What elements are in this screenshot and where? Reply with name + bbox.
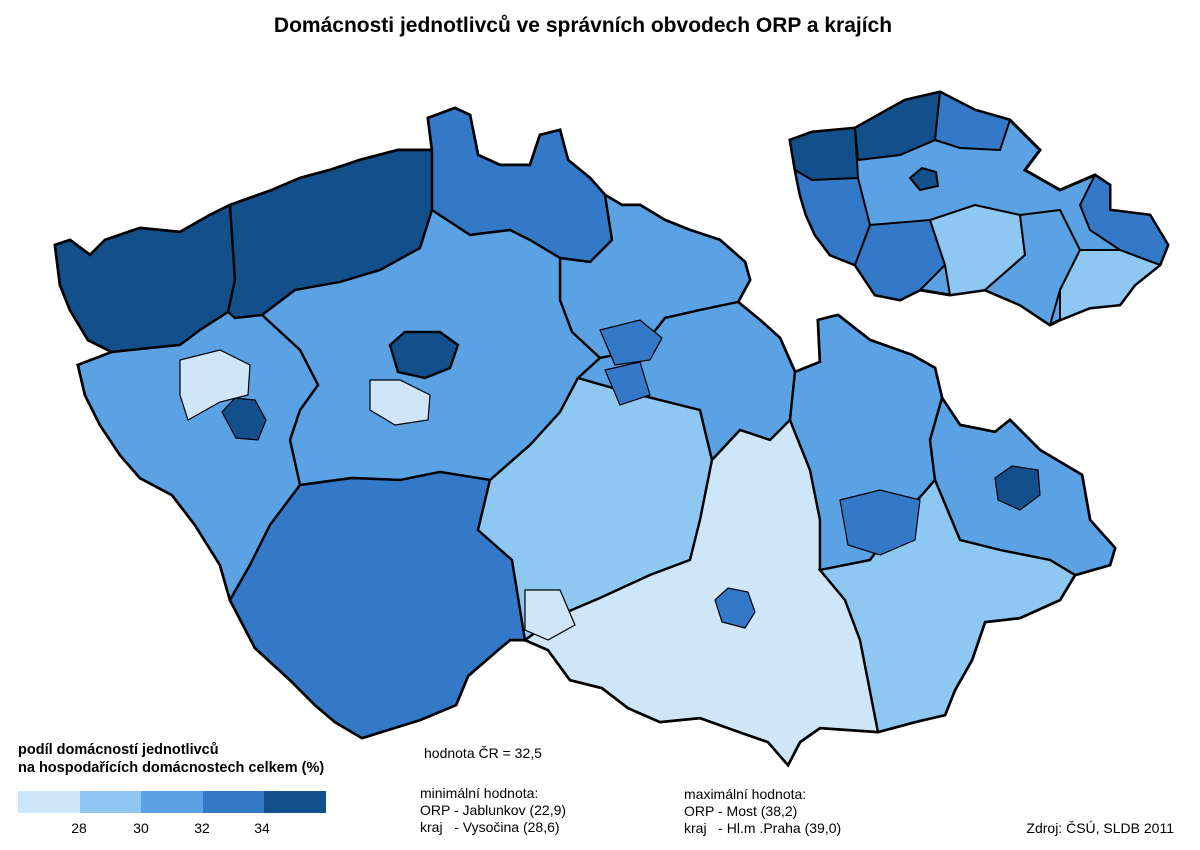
legend-tick-32: 32: [194, 820, 210, 836]
orp-highlights: [179, 319, 1041, 641]
orp-praha: [388, 330, 460, 380]
orp-sw-light: [524, 589, 576, 641]
legend-tick-30: 30: [133, 820, 149, 836]
min-value-block: minimální hodnota: ORP - Jablunkov (22,9…: [420, 785, 566, 836]
max-value-block: maximální hodnota: ORP - Most (38,2) kra…: [684, 786, 841, 837]
legend-swatch-1: [18, 791, 80, 813]
legend-swatches: [18, 791, 326, 813]
legend-title-line1: podíl domácností jednotlivců: [18, 742, 219, 758]
legend-title: podíl domácností jednotlivců na hospodař…: [18, 741, 324, 777]
legend-swatch-2: [79, 791, 141, 813]
orp-hk-dark: [599, 319, 663, 366]
inset-zlinsky: [1059, 249, 1162, 322]
orp-pardubice-dark: [604, 361, 651, 406]
legend-swatch-4: [202, 791, 264, 813]
inset-jihocesky: [853, 218, 947, 302]
region-jihocesky: [228, 470, 527, 740]
legend-tick-28: 28: [71, 820, 87, 836]
orp-olomouc-dark: [839, 489, 921, 556]
max-header: maximální hodnota:: [684, 786, 807, 802]
cr-value: hodnota ČR = 32,5: [424, 745, 542, 761]
legend-tick-34: 34: [254, 820, 270, 836]
inset-plzensky: [793, 168, 872, 267]
max-kraj: kraj - Hl.m .Praha (39,0): [684, 820, 842, 836]
inset-moravskoslezsky: [1078, 173, 1170, 267]
inset-praha: [908, 166, 940, 192]
legend-swatch-3: [141, 791, 203, 813]
min-kraj: kraj - Vysočina (28,6): [420, 819, 560, 835]
max-orp: ORP - Most (38,2): [684, 803, 798, 819]
orp-west-light: [179, 349, 251, 421]
orp-brno: [714, 587, 756, 629]
orp-central-light: [369, 379, 431, 426]
min-orp: ORP - Jablunkov (22,9): [420, 802, 567, 818]
min-header: minimální hodnota:: [420, 785, 539, 801]
map-title: Domácnosti jednotlivců ve správních obvo…: [273, 14, 893, 37]
legend-swatch-5: [264, 791, 326, 813]
source-note: Zdroj: ČSÚ, SLDB 2011: [1026, 820, 1174, 836]
legend-title-line2: na hospodařících domácnostech celkem (%): [18, 760, 325, 776]
kraj-inset-map: [788, 90, 1170, 327]
orp-ostrava: [994, 465, 1041, 511]
inset-liberecky: [933, 90, 1012, 152]
kraj-regions: [53, 106, 1117, 768]
legend-ticks: 28 30 32 34: [0, 820, 400, 840]
inset-jihomoravsky: [983, 208, 1082, 327]
